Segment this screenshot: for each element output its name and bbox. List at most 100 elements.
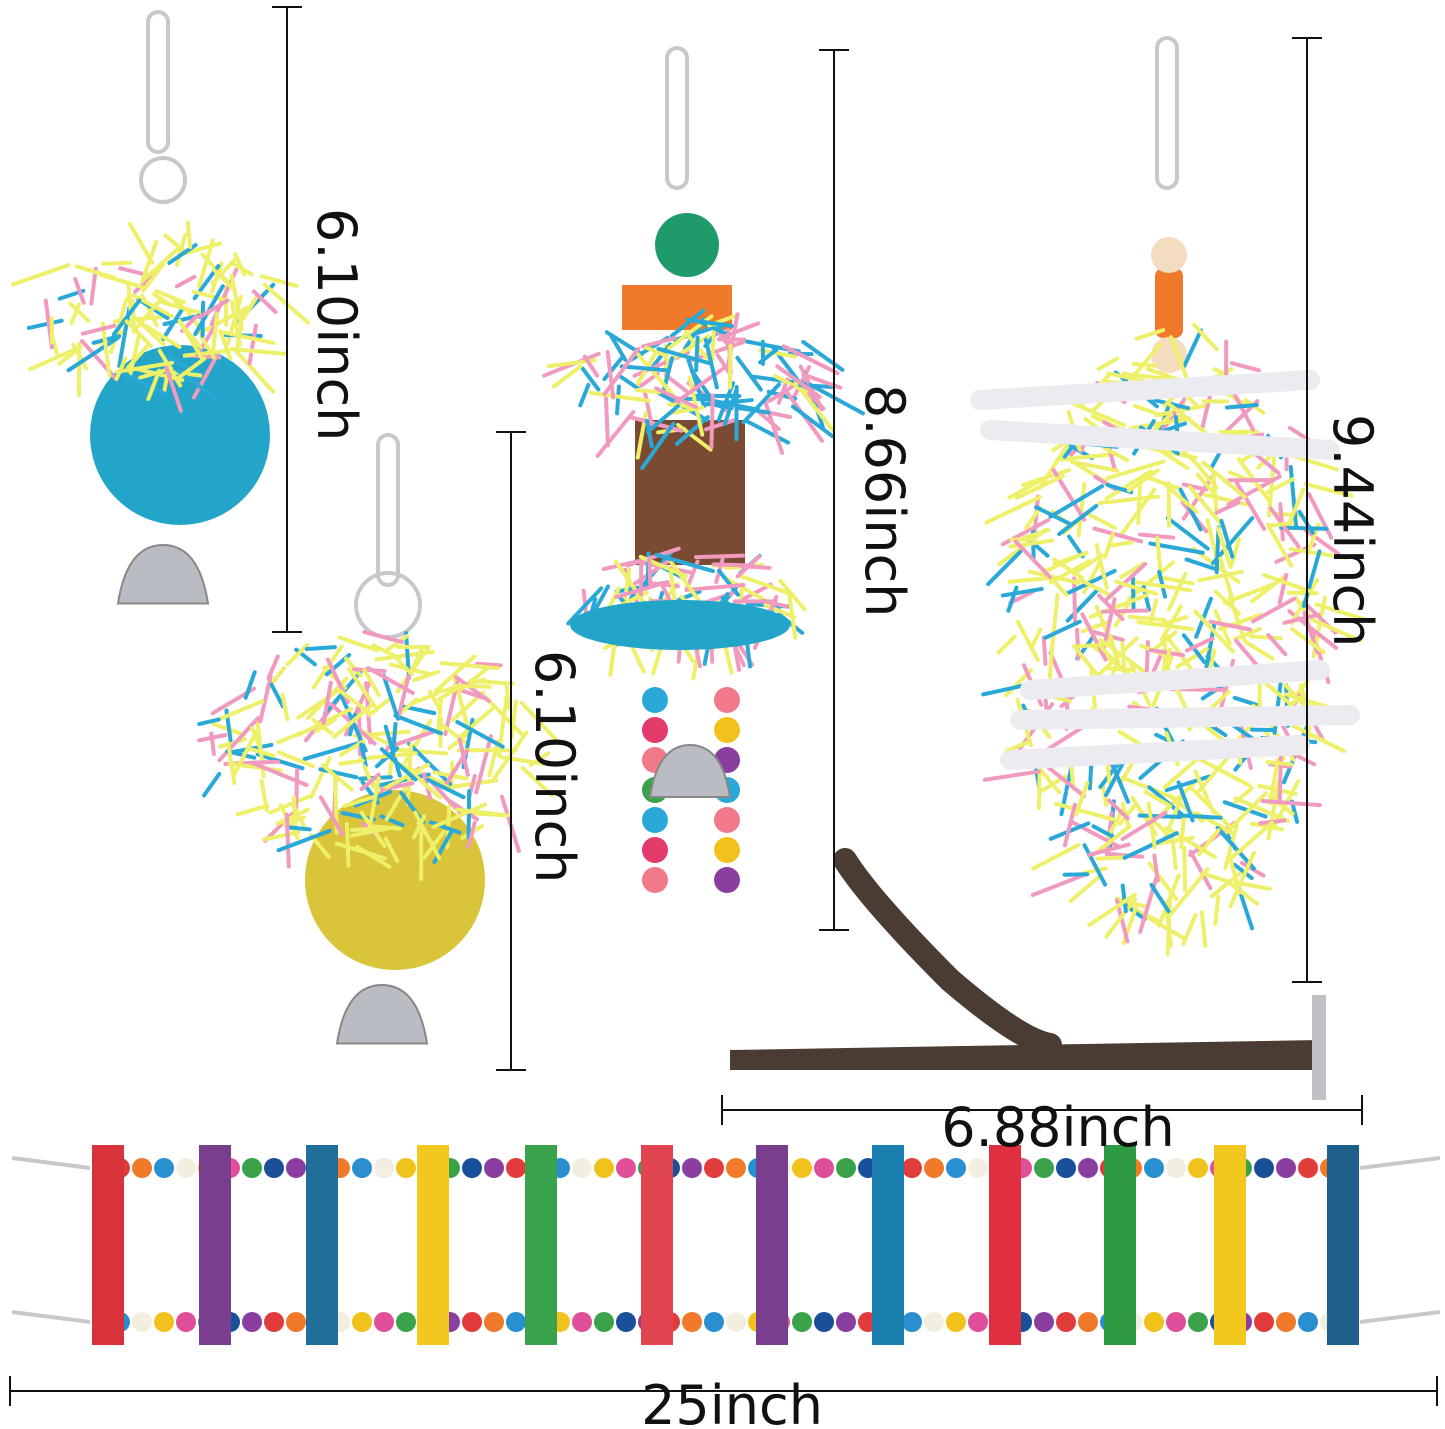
ladder-bead [396,1158,416,1178]
paper-shred [439,661,501,671]
ladder-bead [902,1158,922,1178]
wood-bead [1151,237,1187,273]
paper-shred [296,686,344,720]
paper-shred [1136,620,1195,632]
paper-shred [1155,535,1163,576]
paper-shred [1199,910,1208,948]
paper-shred [154,289,186,305]
paper-shred [1062,802,1077,848]
paper-shred [1165,892,1173,957]
paper-shred [392,747,449,756]
paper-shred [157,348,183,388]
paper-shred [66,335,120,373]
paper-shred [396,674,411,717]
paper-shred [1082,866,1108,876]
ladder-bead [682,1158,702,1178]
paper-shred [694,335,700,373]
paper-shred [1265,477,1295,495]
ladder-bead [726,1312,746,1332]
ladder-bead [1078,1158,1098,1178]
paper-shred [269,682,285,709]
paper-shred [393,713,443,736]
paper-shred [311,644,344,690]
paper-shred [1268,521,1295,528]
paper-shred [383,836,400,864]
paper-shred [1181,913,1198,946]
ladder-bead [704,1312,724,1332]
paper-shred [262,830,301,842]
paper-shred [1127,560,1176,601]
paper-shred [519,701,559,743]
paper-shred [199,334,217,360]
paper-shred [1262,573,1312,594]
paper-shred [656,346,713,366]
paper-shred [1303,528,1341,556]
paper-shred [1041,635,1048,666]
paper-shred [633,349,675,397]
paper-shred [1043,619,1082,640]
ladder-bead [132,1158,152,1178]
heart-bead [714,717,740,743]
ladder-bead [1166,1312,1186,1332]
paper-shred [1289,722,1346,754]
paper-shred [1165,516,1210,551]
paper-stick [1020,660,1330,700]
paper-stick [970,370,1320,410]
paper-shred [1200,871,1227,883]
paper-shred [694,553,745,560]
ladder-bead [286,1158,306,1178]
paper-shred [509,699,518,740]
paper-shred [114,356,128,382]
paper-shred [663,373,689,394]
paper-shred [667,402,696,409]
paper-shred [217,737,247,749]
paper-shred [231,729,259,778]
paper-shred [174,232,188,267]
paper-shred [284,812,291,869]
paper-shred [1224,791,1269,835]
orange-bead [1155,268,1183,338]
paper-shred [241,294,260,321]
paper-shred [1225,820,1275,864]
paper-shred [1211,469,1219,513]
paper-shred [1197,569,1244,583]
ladder-bead [902,1312,922,1332]
paper-shred [1277,572,1289,605]
paper-shred [1015,619,1040,663]
paper-shred [1169,867,1210,917]
paper-shred [1097,593,1125,622]
paper-shred [412,669,441,683]
paper-shred [115,360,174,374]
ladder-rung [1327,1145,1359,1345]
paper-shred [1087,892,1137,928]
paper-shred [608,333,628,362]
paper-shred [280,693,290,722]
paper-shred [1004,739,1031,754]
ladder-bead [352,1158,372,1178]
paper-shred [343,656,363,678]
paper-shred [618,374,640,391]
paper-shred [1175,647,1209,669]
paper-shred [1152,630,1178,651]
paper-shred [454,807,503,817]
paper-shred [1106,809,1124,839]
paper-shred [285,825,312,832]
paper-shred [172,297,193,316]
paper-shred [1120,883,1128,914]
ladder-rung [872,1145,904,1345]
paper-shred [487,739,500,778]
paper-shred [321,680,333,725]
paper-shred [660,356,675,397]
ladder-bead [1254,1312,1274,1332]
paper-shred [1113,601,1131,628]
paper-shred [737,573,791,596]
paper-shred [1071,553,1104,576]
paper-shred [982,769,1041,782]
paper-shred [645,404,680,434]
paper-shred [588,390,651,403]
ladder-bead [264,1158,284,1178]
paper-shred [1065,587,1100,623]
paper-shred [1094,542,1109,590]
paper-shred [793,381,835,433]
paper-shred [1013,539,1052,579]
